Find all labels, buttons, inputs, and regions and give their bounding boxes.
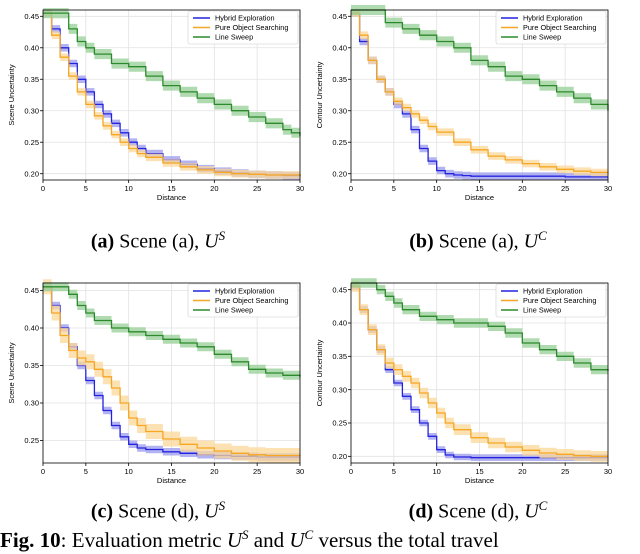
series-sweep <box>351 282 609 371</box>
y-tick-label: 0.25 <box>24 436 39 445</box>
legend-label-hybrid: Hybrid Exploration <box>215 287 275 296</box>
caption-c: (c) Scene (d), US <box>90 498 226 523</box>
x-tick-label: 0 <box>41 184 45 193</box>
x-tick-label: 10 <box>432 184 440 193</box>
series-sweep <box>43 12 301 136</box>
y-tick-label: 0.40 <box>24 43 39 52</box>
x-tick-label: 20 <box>518 184 526 193</box>
series-sweep <box>351 9 609 111</box>
legend-label-hybrid: Hybrid Exploration <box>215 14 275 23</box>
legend-box <box>187 10 299 45</box>
y-tick-label: 0.40 <box>332 319 347 328</box>
legend-label-hybrid: Hybrid Exploration <box>523 14 583 23</box>
x-tick-label: 10 <box>432 467 440 476</box>
caption-a: (a) Scene (a), US <box>90 228 226 253</box>
y-tick-label: 0.20 <box>332 452 347 461</box>
legend-label-hybrid: Hybrid Exploration <box>523 287 583 296</box>
y-tick-label: 0.20 <box>24 169 39 178</box>
x-tick-label: 10 <box>124 184 132 193</box>
legend-label-pure: Pure Object Searching <box>523 23 596 32</box>
y-axis-label: Contour Uncertainty <box>315 61 324 128</box>
legend-label-sweep: Line Sweep <box>215 306 253 315</box>
y-tick-label: 0.40 <box>24 324 39 333</box>
chart-panel-1: 0 5 10 15 20 25 30 0.20 0.25 0.30 0.35 0.40 0.45 Dist… <box>315 5 612 202</box>
x-tick-label: 20 <box>518 467 526 476</box>
y-tick-label: 0.25 <box>332 419 347 428</box>
y-tick-label: 0.30 <box>24 399 39 408</box>
chart-panel-2: 0 5 10 15 20 25 30 0.25 0.30 0.35 0.40 0.45 Distance… <box>7 279 304 485</box>
x-axis-label: Distance <box>465 476 494 485</box>
series-sweep <box>43 286 301 377</box>
legend-box <box>495 283 607 318</box>
y-tick-label: 0.25 <box>24 138 39 147</box>
x-tick-label: 0 <box>41 467 45 476</box>
x-tick-label: 5 <box>84 184 88 193</box>
y-tick-label: 0.20 <box>332 169 347 178</box>
y-tick-label: 0.45 <box>24 286 39 295</box>
x-tick-label: 25 <box>253 184 261 193</box>
y-tick-label: 0.35 <box>24 75 39 84</box>
legend-label-sweep: Line Sweep <box>523 33 561 42</box>
legend-box <box>187 283 299 318</box>
y-tick-label: 0.45 <box>332 285 347 294</box>
caption-d: (d) Scene (d), UC <box>408 498 548 523</box>
series-pure <box>351 285 608 457</box>
y-tick-label: 0.25 <box>332 138 347 147</box>
x-tick-label: 5 <box>84 467 88 476</box>
legend-box <box>495 10 607 45</box>
x-tick-label: 0 <box>349 467 353 476</box>
y-tick-label: 0.45 <box>24 12 39 21</box>
legend-label-pure: Pure Object Searching <box>215 23 288 32</box>
x-tick-label: 5 <box>392 467 396 476</box>
y-tick-label: 0.35 <box>24 361 39 370</box>
x-tick-label: 25 <box>253 467 261 476</box>
x-tick-label: 25 <box>561 184 569 193</box>
series-pure <box>351 12 609 174</box>
x-tick-label: 25 <box>561 467 569 476</box>
x-tick-label: 0 <box>349 184 353 193</box>
x-tick-label: 30 <box>296 467 304 476</box>
y-tick-label: 0.40 <box>332 43 347 52</box>
x-tick-label: 5 <box>392 184 396 193</box>
x-tick-label: 10 <box>124 467 132 476</box>
y-tick-label: 0.35 <box>332 75 347 84</box>
series-pure <box>43 286 301 457</box>
x-tick-label: 15 <box>167 184 175 193</box>
figure-caption: Fig. 10: Evaluation metric US and UC ver… <box>0 527 499 552</box>
legend-label-pure: Pure Object Searching <box>523 296 596 305</box>
legend-label-sweep: Line Sweep <box>523 306 561 315</box>
band-pure <box>43 279 300 464</box>
legend-label-pure: Pure Object Searching <box>215 296 288 305</box>
y-axis-label: Scene Uncertainty <box>7 64 16 126</box>
chart-panel-0: 0 5 10 15 20 25 30 0.20 0.25 0.30 0.35 0.40 0.45 Dist… <box>7 8 304 202</box>
x-tick-label: 30 <box>296 184 304 193</box>
caption-b: (b) Scene (a), UC <box>409 228 547 253</box>
x-axis-label: Distance <box>157 476 186 485</box>
y-axis-label: Scene Uncertainty <box>7 342 16 404</box>
x-axis-label: Distance <box>465 193 494 202</box>
y-tick-label: 0.30 <box>24 106 39 115</box>
series-pure <box>43 12 301 176</box>
x-tick-label: 15 <box>475 467 483 476</box>
x-tick-label: 30 <box>604 467 612 476</box>
y-tick-label: 0.30 <box>332 106 347 115</box>
x-tick-label: 15 <box>167 467 175 476</box>
y-axis-label: Contour Uncertainty <box>315 339 324 406</box>
y-tick-label: 0.35 <box>332 352 347 361</box>
x-tick-label: 15 <box>475 184 483 193</box>
x-tick-label: 20 <box>210 184 218 193</box>
legend-label-sweep: Line Sweep <box>215 33 253 42</box>
x-tick-label: 30 <box>604 184 612 193</box>
y-tick-label: 0.30 <box>332 385 347 394</box>
x-tick-label: 20 <box>210 467 218 476</box>
chart-panel-3: 0 5 10 15 20 25 30 0.20 0.25 0.30 0.35 0.40 0.45 Dist… <box>315 278 612 485</box>
band-sweep <box>351 278 608 376</box>
x-axis-label: Distance <box>157 193 186 202</box>
y-tick-label: 0.45 <box>332 12 347 21</box>
band-sweep <box>43 8 300 141</box>
